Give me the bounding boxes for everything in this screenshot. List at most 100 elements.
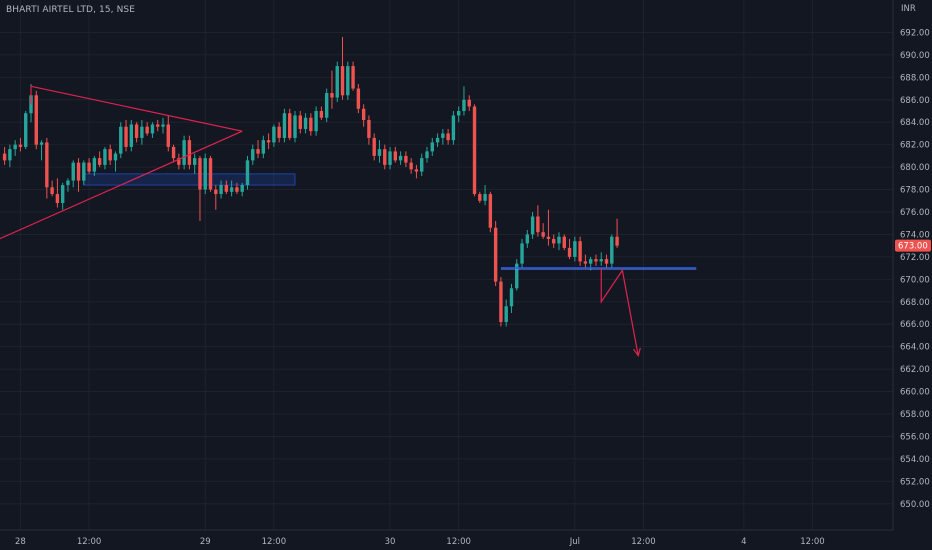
candle-body	[134, 124, 139, 138]
candle-body	[330, 93, 334, 98]
candle-body	[256, 149, 260, 154]
candle	[251, 144, 255, 165]
candle	[536, 205, 540, 237]
candle-body	[187, 140, 192, 165]
time-axis-bg	[0, 530, 893, 550]
candle	[604, 254, 609, 269]
price-tick-label: 688.00	[900, 73, 930, 83]
candle	[45, 137, 49, 199]
last-price-badge	[895, 239, 931, 252]
candle	[298, 111, 302, 134]
candle-body	[467, 99, 471, 107]
candle	[383, 144, 387, 170]
candle	[377, 140, 382, 163]
candle-body	[277, 126, 281, 138]
candle	[235, 182, 239, 195]
candle	[303, 113, 308, 134]
candle-body	[303, 117, 308, 129]
candle	[324, 88, 329, 123]
candle	[24, 111, 28, 150]
candle-body	[97, 158, 102, 165]
price-tick-label: 692.00	[900, 28, 930, 38]
candle-body	[192, 158, 197, 165]
candle-body	[335, 66, 339, 98]
price-axis-bg	[893, 0, 932, 550]
candle-body	[493, 227, 498, 282]
candle-body	[356, 88, 361, 109]
price-tick-label: 668.00	[900, 298, 930, 308]
candle-body	[541, 232, 545, 237]
candle	[546, 209, 551, 246]
candle	[530, 212, 535, 239]
candle-body	[103, 149, 107, 165]
candle	[578, 236, 582, 266]
candle	[203, 153, 207, 195]
price-tick-label: 682.00	[900, 141, 930, 151]
demand-zone-rect	[83, 173, 296, 186]
candle-body	[372, 137, 376, 156]
candle-body	[536, 216, 540, 233]
time-tick-label: 12:00	[446, 537, 471, 547]
candle-body	[610, 236, 614, 264]
candle-body	[198, 158, 202, 190]
candle	[2, 146, 7, 165]
candle	[309, 113, 313, 136]
candle-body	[76, 162, 81, 181]
candle-body	[282, 113, 287, 138]
candle	[82, 160, 86, 186]
candle	[509, 283, 514, 313]
candle	[119, 122, 123, 159]
candle	[245, 155, 250, 190]
candle	[171, 144, 176, 163]
candle-body	[229, 187, 234, 192]
candle	[435, 133, 440, 147]
candle-body	[171, 146, 176, 159]
candle-body	[414, 169, 419, 172]
candle	[552, 234, 556, 248]
price-tick-label: 660.00	[900, 388, 930, 398]
candle	[124, 119, 128, 152]
candle	[272, 124, 276, 147]
candle-body	[588, 259, 593, 264]
candle-body	[235, 187, 239, 192]
candle	[187, 135, 192, 170]
candle	[541, 223, 545, 239]
candle-body	[129, 124, 134, 147]
candle	[8, 144, 12, 168]
candle-body	[578, 241, 582, 262]
candle-body	[272, 126, 276, 143]
candle-body	[361, 108, 366, 120]
candle	[150, 122, 155, 138]
candle	[113, 151, 118, 172]
candle-body	[182, 140, 186, 165]
candle-body	[119, 126, 123, 154]
candle-body	[92, 158, 97, 172]
candle	[145, 122, 149, 136]
candle-body	[383, 149, 387, 165]
price-tick-label: 654.00	[900, 455, 930, 465]
candle-body	[87, 162, 91, 172]
candle-body	[66, 180, 70, 186]
candle-body	[156, 124, 160, 127]
time-tick-label: 4	[741, 537, 746, 547]
candle-body	[351, 66, 355, 89]
candle	[266, 133, 271, 150]
currency-label: INR	[901, 4, 916, 14]
candle-body	[573, 241, 577, 257]
candle-body	[530, 216, 535, 235]
candle-body	[314, 111, 318, 132]
candle-body	[60, 185, 65, 204]
candle	[39, 140, 44, 161]
time-tick-label: 12:00	[77, 537, 102, 547]
candle	[488, 191, 493, 233]
time-tick-label: 29	[200, 537, 211, 547]
candle-body	[388, 151, 392, 165]
price-axis: INR 692.00 690.00 688.00 686.00 684.00 682.00 6…	[892, 0, 932, 550]
candle	[388, 146, 392, 170]
last-price-label: 673.00	[898, 242, 928, 252]
candle	[599, 252, 603, 266]
price-tick-label: 658.00	[900, 410, 930, 420]
candle-body	[346, 66, 350, 96]
candle	[103, 146, 107, 170]
